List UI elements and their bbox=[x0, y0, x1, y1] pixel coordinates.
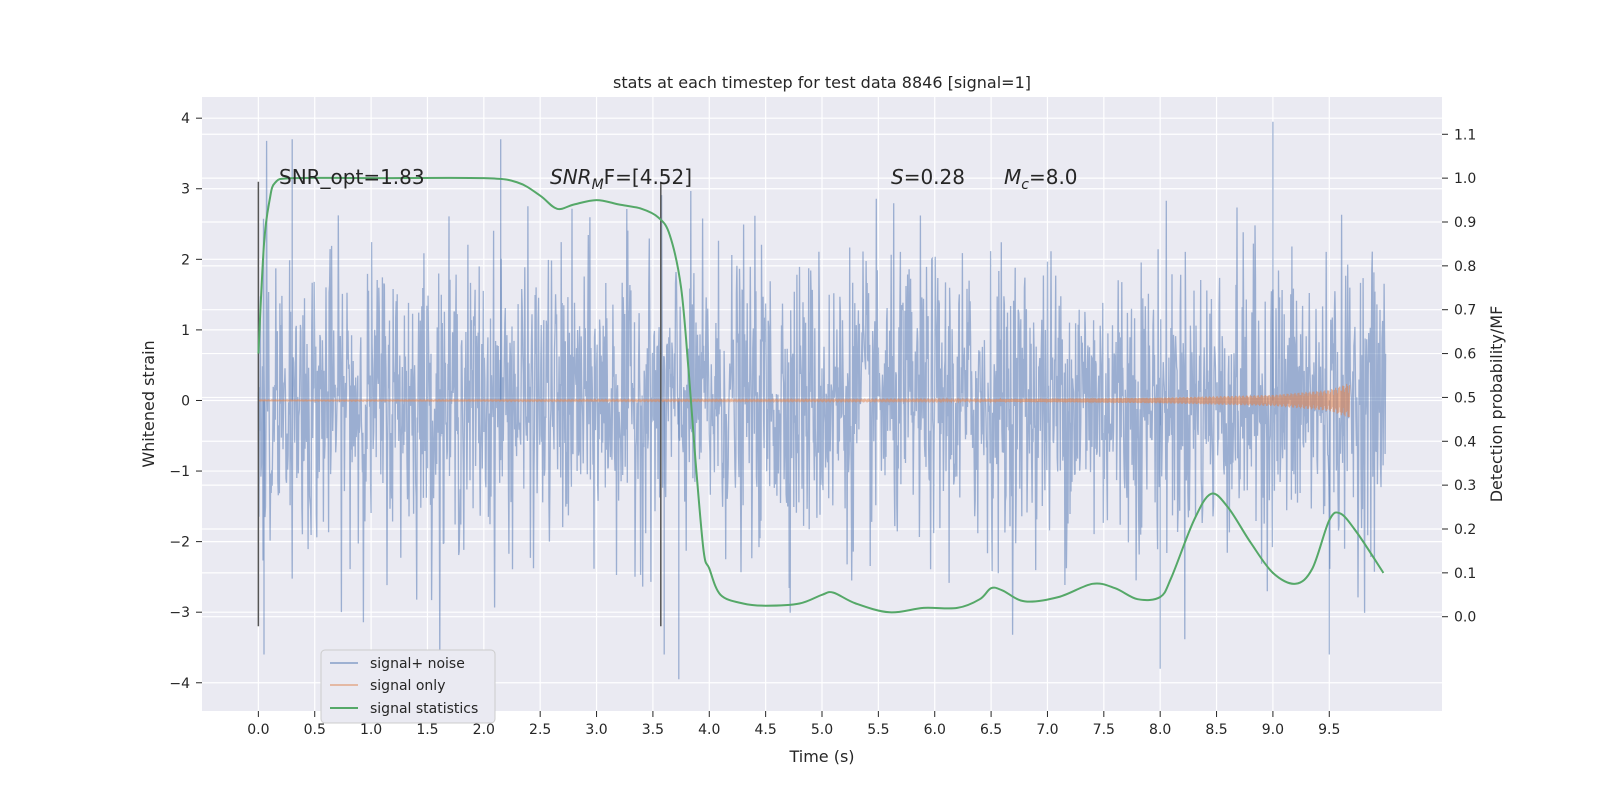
chart-title: stats at each timestep for test data 884… bbox=[613, 73, 1031, 92]
x-tick-label: 9.0 bbox=[1262, 722, 1284, 738]
series-signal-noise bbox=[257, 121, 1387, 680]
y2-tick-label: 0.4 bbox=[1454, 434, 1476, 450]
axis-ticks: 0.0 0.5 1.0 1.5 2.0 2.5 3.0 3.5 4.0 4.5 5.0 5.5 6.0 6… bbox=[169, 111, 1476, 738]
x-tick-label: 3.5 bbox=[642, 722, 664, 738]
annotation-snr-mf: SNRMF=[4.52] bbox=[550, 165, 692, 193]
y2-tick-label: 0.9 bbox=[1454, 215, 1476, 231]
y2-tick-label: 0.1 bbox=[1454, 566, 1476, 582]
y-tick-label: −2 bbox=[169, 535, 190, 551]
y2-axis-label: Detection probability/MF bbox=[1487, 306, 1506, 503]
y2-tick-label: 1.0 bbox=[1454, 171, 1476, 187]
x-tick-label: 0.5 bbox=[304, 722, 326, 738]
y2-tick-label: 0.0 bbox=[1454, 610, 1476, 626]
y2-tick-label: 0.3 bbox=[1454, 478, 1476, 494]
x-tick-label: 2.5 bbox=[529, 722, 551, 738]
x-tick-label: 8.5 bbox=[1205, 722, 1227, 738]
x-tick-label: 7.5 bbox=[1093, 722, 1115, 738]
line-signal-noise bbox=[257, 140, 1387, 666]
y2-tick-label: 0.2 bbox=[1454, 522, 1476, 538]
x-tick-label: 9.5 bbox=[1318, 722, 1340, 738]
x-tick-label: 5.5 bbox=[867, 722, 889, 738]
series-signal-only bbox=[257, 383, 1351, 418]
series-signal-statistics bbox=[257, 176, 1385, 614]
y2-tick-label: 0.7 bbox=[1454, 303, 1476, 319]
x-tick-label: 2.0 bbox=[473, 722, 495, 738]
line-signal-statistics bbox=[257, 176, 1385, 614]
x-tick-label: 1.5 bbox=[416, 722, 438, 738]
y-tick-label: 3 bbox=[181, 182, 190, 198]
legend: signal+ noise signal only signal statist… bbox=[320, 649, 496, 724]
y-tick-label: −4 bbox=[169, 676, 190, 692]
line-signal-only bbox=[257, 383, 1351, 418]
x-tick-label: 4.0 bbox=[698, 722, 720, 738]
y2-tick-label: 1.1 bbox=[1454, 127, 1476, 143]
annotation-s: S=0.28 bbox=[891, 165, 965, 189]
x-tick-label: 0.0 bbox=[247, 722, 269, 738]
line-signal-noise-peaks bbox=[263, 121, 1330, 680]
x-axis-label: Time (s) bbox=[788, 747, 854, 766]
y-tick-label: −3 bbox=[169, 605, 190, 621]
y-tick-label: 2 bbox=[181, 252, 190, 268]
x-tick-label: 5.0 bbox=[811, 722, 833, 738]
x-tick-label: 8.0 bbox=[1149, 722, 1171, 738]
y-tick-label: 4 bbox=[181, 111, 190, 127]
y2-tick-label: 0.5 bbox=[1454, 390, 1476, 406]
legend-label-signal-statistics: signal statistics bbox=[370, 701, 478, 717]
annotation-mc: Mc=8.0 bbox=[1004, 165, 1078, 193]
y-tick-label: 0 bbox=[181, 393, 190, 409]
x-tick-label: 1.0 bbox=[360, 722, 382, 738]
legend-label-signal-noise: signal+ noise bbox=[370, 656, 465, 672]
y2-tick-label: 0.8 bbox=[1454, 259, 1476, 275]
y-axis-label: Whitened strain bbox=[139, 340, 158, 467]
x-tick-label: 3.0 bbox=[585, 722, 607, 738]
x-tick-label: 6.0 bbox=[924, 722, 946, 738]
legend-label-signal-only: signal only bbox=[370, 678, 445, 694]
x-tick-label: 7.0 bbox=[1036, 722, 1058, 738]
y2-tick-label: 0.6 bbox=[1454, 347, 1476, 363]
y-tick-label: 1 bbox=[181, 323, 190, 339]
y-tick-label: −1 bbox=[169, 464, 190, 480]
x-tick-label: 6.5 bbox=[980, 722, 1002, 738]
legend-box bbox=[320, 649, 496, 724]
marker-lines bbox=[257, 181, 662, 627]
x-tick-label: 4.5 bbox=[755, 722, 777, 738]
annotation-snr-opt: SNR_opt=1.83 bbox=[279, 165, 425, 189]
